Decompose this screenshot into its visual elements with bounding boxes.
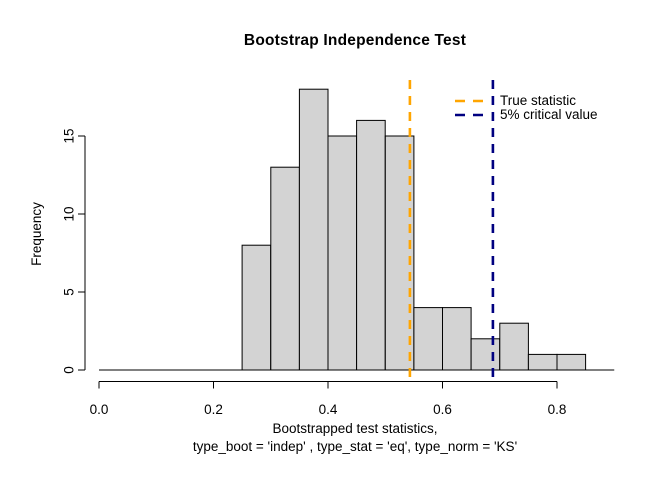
hist-bar bbox=[413, 307, 443, 371]
y-tick-label: 15 bbox=[62, 128, 77, 143]
hist-bar bbox=[298, 88, 329, 371]
y-tick-label: 5 bbox=[62, 288, 77, 296]
hist-bar bbox=[442, 307, 472, 371]
x-tick-label: 0.8 bbox=[548, 402, 567, 417]
y-tick-label: 10 bbox=[62, 206, 77, 221]
y-axis-label: Frequency bbox=[29, 202, 44, 266]
chart-title: Bootstrap Independence Test bbox=[243, 32, 467, 49]
x-tick-label: 0.4 bbox=[319, 402, 338, 417]
x-axis-label-line1: Bootstrapped test statistics, bbox=[272, 421, 438, 436]
hist-bar bbox=[270, 166, 300, 371]
hist-bar bbox=[356, 119, 386, 371]
hist-bar bbox=[527, 353, 558, 371]
y-tick-label: 0 bbox=[62, 366, 77, 374]
hist-bar bbox=[327, 135, 358, 371]
x-tick-label: 0.6 bbox=[433, 402, 452, 417]
x-tick-label: 0.2 bbox=[204, 402, 223, 417]
legend: True statistic 5% critical value bbox=[500, 94, 598, 122]
legend-item-true-statistic: True statistic bbox=[500, 93, 577, 108]
hist-bar bbox=[470, 338, 501, 371]
hist-bar bbox=[384, 135, 415, 371]
legend-item-critical-value: 5% critical value bbox=[500, 107, 598, 122]
hist-bar bbox=[556, 353, 587, 371]
x-tick-label: 0.0 bbox=[90, 402, 109, 417]
x-axis-label-line2: type_boot = 'indep' , type_stat = 'eq', … bbox=[192, 439, 518, 454]
hist-bar bbox=[499, 322, 529, 371]
hist-bar bbox=[241, 244, 272, 371]
